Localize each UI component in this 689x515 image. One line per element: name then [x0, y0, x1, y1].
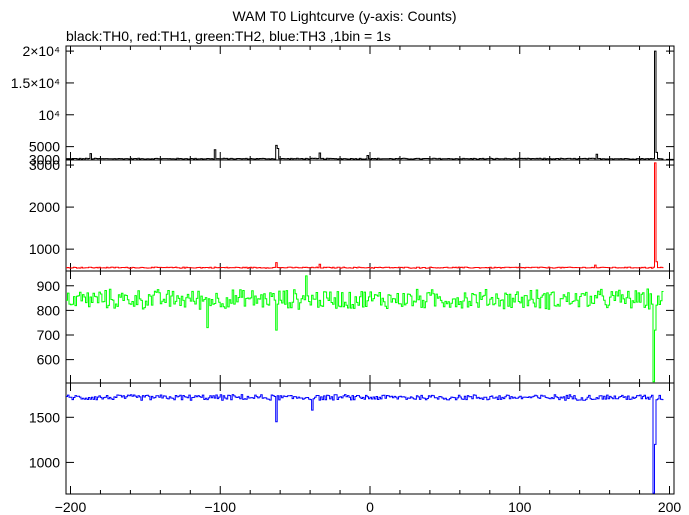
y-tick-label: 2000: [29, 199, 60, 215]
y-tick-label: 10⁴: [38, 107, 60, 123]
y-tick-label: 2×10⁴: [22, 43, 60, 59]
y-tick-label: 800: [37, 302, 61, 318]
y-tick-label: 3000: [29, 157, 60, 173]
x-tick-label: −100: [204, 499, 236, 515]
panel-frame: [65, 45, 675, 161]
y-tick-label: 600: [37, 352, 61, 368]
series-line-th1: [66, 162, 664, 269]
x-tick-label: 100: [508, 499, 532, 515]
series-line-th2: [66, 275, 664, 383]
chart-subtitle: black:TH0, red:TH1, green:TH2, blue:TH3 …: [66, 28, 391, 44]
y-tick-label: 1500: [29, 409, 60, 425]
panel-frame: [65, 159, 675, 272]
y-tick-label: 700: [37, 327, 61, 343]
y-tick-label: 5000: [29, 139, 60, 155]
x-tick-label: 200: [658, 499, 682, 515]
series-line-th3: [66, 394, 664, 494]
x-tick-label: 0: [366, 499, 374, 515]
chart-title: WAM T0 Lightcurve (y-axis: Counts): [232, 8, 457, 24]
panel-frame: [65, 270, 675, 384]
y-tick-label: 1000: [29, 241, 60, 257]
x-tick-label: −200: [55, 499, 87, 515]
panel-th2: 600 700 800 900: [37, 270, 675, 384]
panel-th1: 1000 2000 3000: [29, 157, 675, 272]
y-tick-label: 1.5×10⁴: [11, 75, 60, 91]
panel-th3: 1000 1500: [29, 382, 675, 495]
y-tick-label: 1000: [29, 454, 60, 470]
y-tick-label: 3000: [29, 151, 60, 167]
y-tick-label: 900: [37, 278, 61, 294]
series-line-th0: [66, 50, 664, 160]
